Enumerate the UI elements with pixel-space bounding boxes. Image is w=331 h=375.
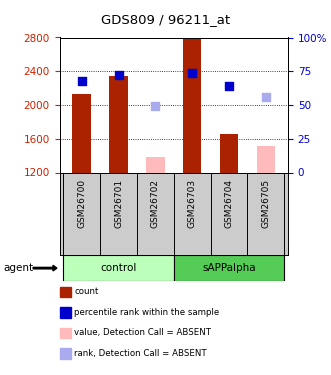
Text: GSM26700: GSM26700	[77, 179, 86, 228]
Text: sAPPalpha: sAPPalpha	[202, 263, 256, 273]
Text: GSM26704: GSM26704	[224, 179, 234, 228]
Bar	[72, 94, 91, 172]
Text: value, Detection Call = ABSENT: value, Detection Call = ABSENT	[74, 328, 212, 338]
Text: agent: agent	[3, 263, 33, 273]
Text: GDS809 / 96211_at: GDS809 / 96211_at	[101, 13, 230, 26]
Bar	[109, 76, 128, 172]
Bar	[146, 158, 165, 172]
Text: control: control	[100, 263, 137, 273]
Point	[226, 84, 232, 90]
Bar	[257, 146, 275, 172]
Point	[116, 72, 121, 78]
Bar	[174, 255, 284, 281]
Bar	[183, 38, 201, 173]
Text: GSM26703: GSM26703	[188, 179, 197, 228]
Point	[263, 94, 268, 100]
Point	[190, 70, 195, 76]
Point	[153, 103, 158, 109]
Bar	[63, 255, 174, 281]
Text: GSM26701: GSM26701	[114, 179, 123, 228]
Bar	[220, 134, 238, 172]
Text: GSM26705: GSM26705	[261, 179, 270, 228]
Text: GSM26702: GSM26702	[151, 179, 160, 228]
Text: percentile rank within the sample: percentile rank within the sample	[74, 308, 220, 317]
Text: count: count	[74, 287, 99, 296]
Text: rank, Detection Call = ABSENT: rank, Detection Call = ABSENT	[74, 349, 207, 358]
Point	[79, 78, 84, 84]
